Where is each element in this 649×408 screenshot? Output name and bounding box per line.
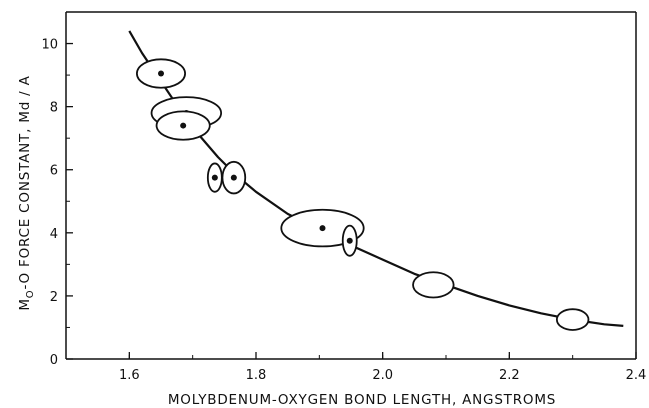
ticks-group: 1.6 1.8 2.0 2.2 2.4 0 2 4 6 8 10 — [41, 38, 646, 383]
y-axis-title: MO-O FORCE CONSTANT, Md / A — [17, 75, 36, 310]
x-tick-label: 2.2 — [499, 368, 520, 383]
y-tick-label: 4 — [50, 227, 58, 242]
curve-group — [128, 30, 624, 327]
y-tick-label: 6 — [50, 164, 58, 179]
y-tick-label: 8 — [50, 101, 58, 116]
data-point — [319, 225, 326, 232]
x-tick-label: 1.6 — [119, 368, 140, 383]
x-tick-label: 2.0 — [372, 368, 393, 383]
y-axis-title-subscript: O — [25, 290, 36, 299]
data-point — [211, 174, 218, 181]
y-tick-label: 0 — [50, 353, 58, 368]
axes-group — [65, 11, 637, 360]
fit-curve — [128, 30, 624, 327]
points-group — [135, 58, 590, 331]
x-tick-label: 1.8 — [246, 368, 267, 383]
error-ellipse — [555, 308, 590, 331]
y-axis-title-prefix: M — [17, 298, 33, 310]
error-ellipse — [412, 271, 455, 299]
y-tick-label: 2 — [50, 290, 58, 305]
data-point — [180, 122, 187, 129]
y-tick-label: 10 — [41, 38, 58, 53]
data-point — [346, 237, 353, 244]
x-tick-label: 2.4 — [626, 368, 647, 383]
data-point — [230, 174, 237, 181]
x-axis-title: MOLYBDENUM-OXYGEN BOND LENGTH, ANGSTROMS — [168, 392, 556, 408]
y-axis-title-suffix: -O FORCE CONSTANT, Md / A — [17, 75, 33, 289]
data-point — [158, 70, 164, 77]
